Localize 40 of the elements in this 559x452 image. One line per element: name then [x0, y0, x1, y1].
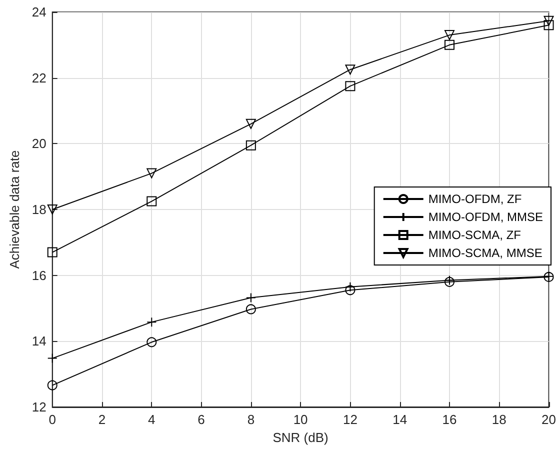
- legend-label: MIMO-OFDM, MMSE: [428, 210, 544, 224]
- x-axis-title: SNR (dB): [272, 430, 328, 445]
- point: [47, 380, 58, 390]
- point: [544, 16, 554, 26]
- x-tick-label: 20: [542, 412, 556, 427]
- x-tick-label: 12: [342, 412, 358, 427]
- point: [345, 285, 356, 296]
- x-tick-label: 16: [442, 412, 457, 427]
- point: [246, 304, 256, 314]
- point: [345, 81, 356, 92]
- y-tick-label: 16: [32, 268, 46, 283]
- legend-label: MIMO-SCMA, MMSE: [428, 246, 542, 260]
- point: [47, 247, 58, 258]
- y-axis-title: Achievable data rate: [7, 150, 22, 269]
- x-tick-label: 0: [48, 412, 56, 427]
- y-tick-label: 24: [32, 4, 46, 20]
- point: [544, 20, 554, 30]
- legend-label: MIMO-SCMA, ZF: [428, 228, 522, 242]
- y-tick-label: 18: [32, 202, 46, 217]
- point: [146, 196, 157, 206]
- point: [47, 204, 58, 214]
- x-tick-label: 6: [198, 412, 205, 427]
- x-tick-label: 18: [492, 412, 506, 427]
- x-tick-label: 8: [247, 412, 255, 427]
- point: [345, 64, 356, 75]
- point: [444, 40, 454, 50]
- point: [146, 337, 157, 348]
- x-tick-label: 2: [98, 412, 106, 427]
- legend-label: MIMO-OFDM, ZF: [428, 192, 522, 206]
- x-tick-label: 4: [148, 412, 156, 427]
- x-tick-label: 10: [293, 412, 308, 427]
- y-tick-label: 20: [32, 136, 46, 152]
- point: [246, 118, 256, 129]
- point: [146, 168, 157, 178]
- point: [444, 30, 454, 40]
- point: [246, 140, 256, 150]
- y-tick-label: 22: [32, 70, 46, 86]
- y-tick-label: 14: [32, 334, 46, 349]
- x-tick-label: 14: [392, 412, 408, 427]
- y-tick-label: 12: [32, 400, 46, 414]
